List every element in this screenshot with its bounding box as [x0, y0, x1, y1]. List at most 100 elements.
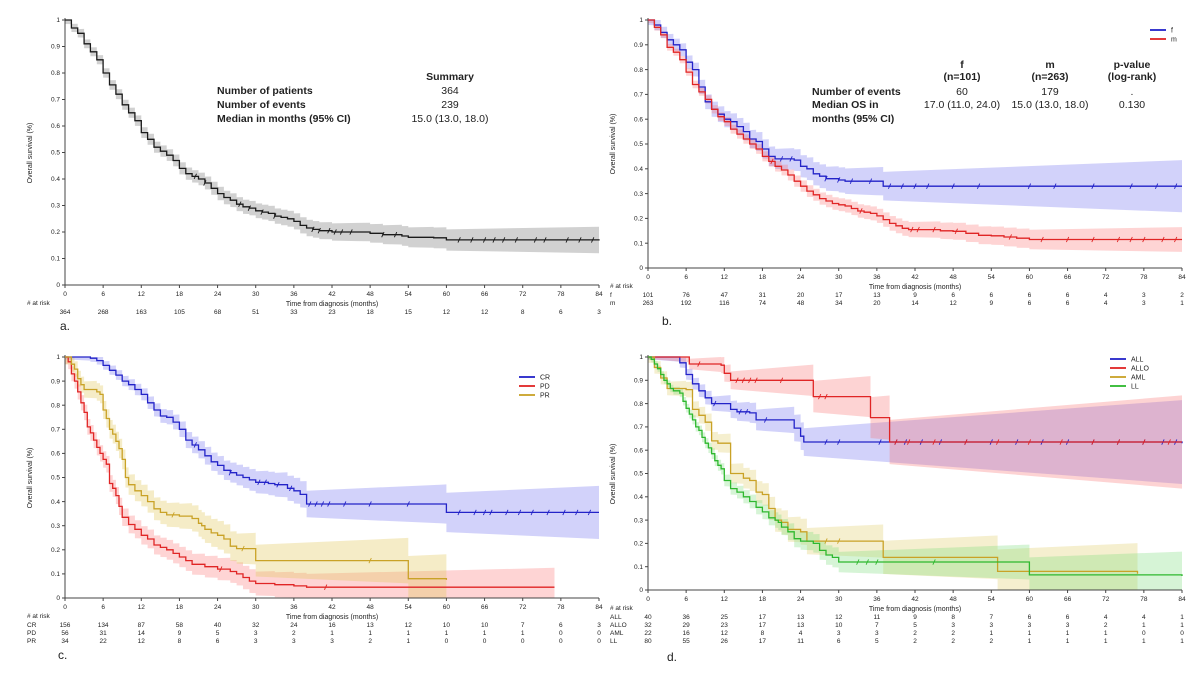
svg-text:14: 14 — [138, 630, 146, 637]
svg-text:5: 5 — [875, 638, 879, 645]
svg-text:12: 12 — [721, 596, 729, 603]
svg-text:Time from diagnosis (months): Time from diagnosis (months) — [869, 606, 961, 613]
svg-text:ALLO: ALLO — [1131, 365, 1149, 372]
svg-text:72: 72 — [1102, 274, 1110, 281]
svg-text:78: 78 — [557, 604, 565, 611]
svg-text:48: 48 — [367, 291, 375, 298]
svg-text:0.9: 0.9 — [634, 378, 643, 385]
svg-text:3: 3 — [951, 622, 955, 629]
svg-text:101: 101 — [643, 292, 654, 299]
panel-b-axes — [645, 18, 1183, 271]
km-curve-PR — [65, 356, 448, 580]
svg-text:24: 24 — [290, 622, 298, 629]
svg-text:0: 0 — [445, 638, 449, 645]
svg-text:1: 1 — [1028, 630, 1032, 637]
svg-text:78: 78 — [1140, 596, 1148, 603]
svg-text:68: 68 — [214, 309, 222, 316]
panel-c-legend: CR PD PR — [519, 374, 550, 399]
svg-text:364: 364 — [60, 309, 71, 316]
svg-text:6: 6 — [684, 596, 688, 603]
svg-text:1: 1 — [330, 630, 334, 637]
svg-text:Number of events: Number of events — [812, 86, 901, 98]
svg-text:9: 9 — [913, 292, 917, 299]
svg-text:0: 0 — [56, 282, 60, 289]
svg-text:6: 6 — [1028, 614, 1032, 621]
panel-b-legend: fm — [1150, 27, 1177, 43]
svg-text:84: 84 — [595, 604, 603, 611]
svg-text:60: 60 — [1026, 274, 1034, 281]
svg-text:2: 2 — [368, 638, 372, 645]
svg-text:4: 4 — [1104, 292, 1108, 299]
svg-text:3: 3 — [597, 622, 601, 629]
svg-text:0.4: 0.4 — [51, 176, 60, 183]
svg-text:26: 26 — [721, 638, 729, 645]
svg-text:40: 40 — [214, 622, 222, 629]
svg-text:3: 3 — [837, 630, 841, 637]
svg-text:0.2: 0.2 — [51, 229, 60, 236]
svg-text:3: 3 — [292, 638, 296, 645]
svg-text:(n=263): (n=263) — [1031, 71, 1068, 83]
svg-text:16: 16 — [328, 622, 336, 629]
km-curve-m — [648, 19, 1182, 241]
svg-text:1: 1 — [1104, 630, 1108, 637]
svg-text:3: 3 — [1142, 300, 1146, 307]
svg-text:4: 4 — [799, 630, 803, 637]
panel-b-chart: 0 6 12 18 24 30 36 42 48 54 60 66 72 78 8400.10.20.30.… — [610, 17, 1186, 328]
svg-text:0.5: 0.5 — [634, 471, 643, 478]
svg-text:87: 87 — [138, 622, 146, 629]
svg-text:12: 12 — [138, 291, 146, 298]
svg-text:0.7: 0.7 — [51, 97, 60, 104]
svg-text:36: 36 — [290, 291, 298, 298]
svg-text:116: 116 — [719, 300, 730, 307]
svg-text:5: 5 — [913, 622, 917, 629]
svg-text:30: 30 — [252, 291, 260, 298]
svg-text:f: f — [610, 292, 612, 299]
censor-marks-CR — [193, 442, 592, 516]
svg-text:LL: LL — [610, 638, 618, 645]
svg-text:Number of patients: Number of patients — [217, 85, 313, 97]
svg-text:3: 3 — [1142, 292, 1146, 299]
svg-text:12: 12 — [138, 604, 146, 611]
svg-text:6: 6 — [1066, 292, 1070, 299]
svg-text:0: 0 — [521, 638, 525, 645]
svg-text:0.7: 0.7 — [51, 427, 60, 434]
svg-text:2: 2 — [292, 630, 296, 637]
panel-c-axes — [62, 355, 600, 601]
svg-text:42: 42 — [328, 291, 336, 298]
svg-text:1: 1 — [368, 630, 372, 637]
svg-text:12: 12 — [405, 622, 413, 629]
svg-text:# at risk: # at risk — [610, 283, 634, 290]
svg-text:1: 1 — [1104, 638, 1108, 645]
svg-text:6: 6 — [559, 309, 563, 316]
svg-text:LL: LL — [1131, 383, 1139, 390]
svg-text:9: 9 — [989, 300, 993, 307]
svg-text:0: 0 — [483, 638, 487, 645]
panel-label-b: b. — [662, 314, 672, 328]
svg-text:a.: a. — [60, 319, 70, 333]
svg-text:23: 23 — [721, 622, 729, 629]
svg-text:0.1: 0.1 — [634, 564, 643, 571]
svg-text:1: 1 — [56, 354, 60, 361]
svg-text:0.2: 0.2 — [51, 547, 60, 554]
svg-text:7: 7 — [989, 614, 993, 621]
svg-text:84: 84 — [1178, 596, 1186, 603]
svg-text:47: 47 — [721, 292, 729, 299]
svg-text:0.2: 0.2 — [634, 541, 643, 548]
svg-text:24: 24 — [214, 604, 222, 611]
svg-text:Time from diagnosis (months): Time from diagnosis (months) — [286, 301, 378, 308]
panel-a-tick-labels: 0 6 12 18 24 30 36 42 48 54 60 66 72 78 84 0 0.1 0.2 0.3 0.… — [51, 17, 603, 298]
svg-text:80: 80 — [644, 638, 652, 645]
svg-text:54: 54 — [405, 604, 413, 611]
svg-text:p-value: p-value — [1114, 59, 1151, 71]
svg-text:Overall survival (%): Overall survival (%) — [27, 123, 34, 184]
panel-a-at-risk-table: # at risk 364 268 163 105 68 51 33 23 18 15 12 12 8 6 3 — [27, 300, 601, 316]
svg-text:0: 0 — [559, 630, 563, 637]
svg-text:31: 31 — [759, 292, 767, 299]
svg-text:163: 163 — [136, 309, 147, 316]
censor-marks-AML — [824, 538, 841, 544]
svg-text:0: 0 — [639, 265, 643, 272]
km-curve-f — [648, 19, 1182, 187]
svg-text:60: 60 — [956, 86, 968, 98]
svg-text:20: 20 — [797, 292, 805, 299]
svg-text:34: 34 — [835, 300, 843, 307]
